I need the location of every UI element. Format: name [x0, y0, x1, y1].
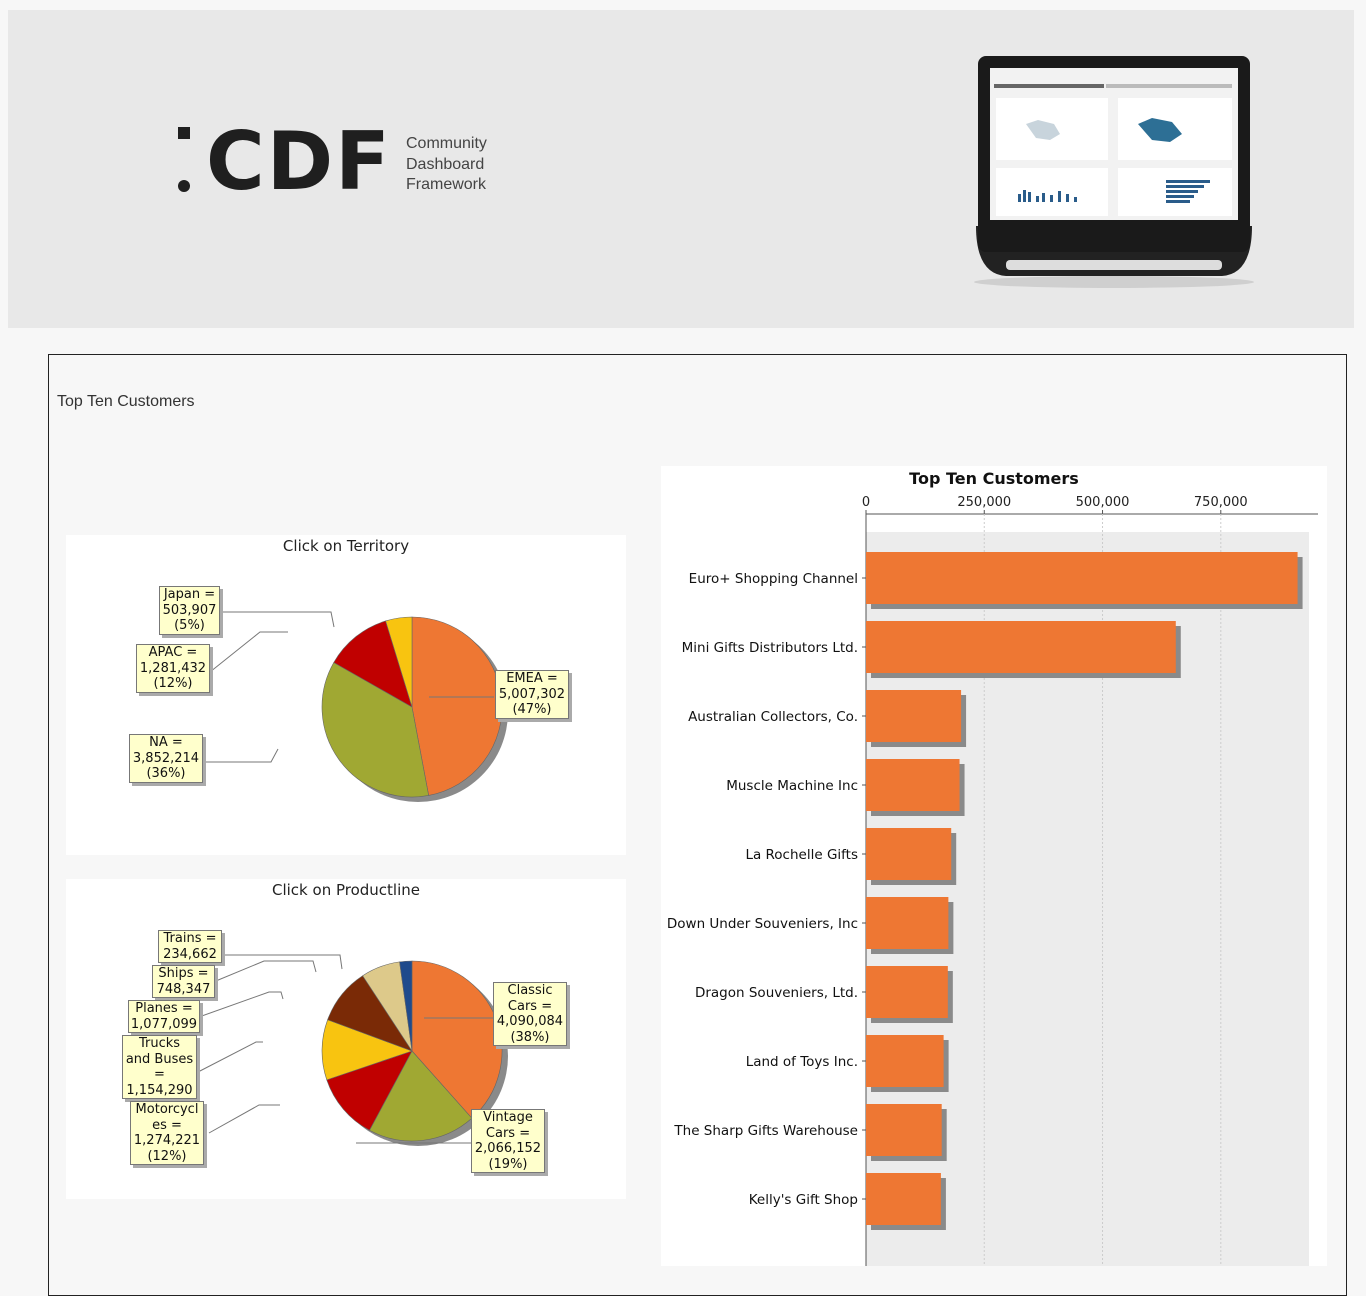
pie-label-trucks-and-buses: Trucks and Buses = 1,154,290	[122, 1035, 197, 1099]
bar-chart-title: Top Ten Customers	[909, 469, 1079, 488]
pie-label-trains: Trains = 234,662	[158, 930, 222, 963]
laptop-illustration-icon	[974, 56, 1254, 288]
bar-mini-gifts-distributors-ltd[interactable]	[866, 621, 1176, 673]
tagline-line: Community	[406, 135, 487, 152]
productline-pie-chart[interactable]	[66, 879, 626, 1199]
header-banner: CDF Community Dashboard Framework	[8, 10, 1354, 328]
pie-label-motorcycles: Motorcycl es = 1,274,221 (12%)	[130, 1101, 204, 1165]
pie-slice-emea[interactable]	[411, 616, 503, 796]
x-tick-label: 500,000	[1076, 495, 1130, 510]
y-tick-label: Kelly's Gift Shop	[749, 1192, 858, 1208]
bar-la-rochelle-gifts[interactable]	[866, 828, 952, 880]
pie-slice-motorcycles[interactable]	[326, 1050, 413, 1131]
logo-mark-icon	[176, 122, 196, 202]
y-tick-label: Australian Collectors, Co.	[688, 709, 858, 725]
top-customers-bar-chart[interactable]: Top Ten Customers 0 250,000 500,000 750,000…	[661, 466, 1327, 1266]
pie-label-na: NA = 3,852,214 (36%)	[129, 734, 203, 783]
page-title: Top Ten Customers	[57, 393, 195, 410]
y-tick-label: Euro+ Shopping Channel	[689, 571, 858, 587]
tagline-line: Framework	[406, 176, 487, 193]
y-tick-label: La Rochelle Gifts	[745, 847, 858, 863]
pie-slice-na[interactable]	[321, 662, 429, 798]
x-tick-label: 0	[862, 495, 870, 510]
pie-label-vintage-cars: Vintage Cars = 2,066,152 (19%)	[471, 1109, 545, 1173]
pie-slice-trains[interactable]	[399, 960, 413, 1052]
x-tick-label: 250,000	[957, 495, 1011, 510]
territory-pie-chart[interactable]	[66, 535, 626, 855]
bar-euro-shopping-channel[interactable]	[866, 552, 1298, 604]
bar-australian-collectors-co[interactable]	[866, 690, 962, 742]
territory-chart-panel: Click on Territory Japan = 503,907 (5%) AP…	[66, 535, 626, 855]
pie-slice-japan[interactable]	[385, 616, 413, 708]
y-tick-label: Land of Toys Inc.	[746, 1054, 858, 1070]
y-tick-label: Muscle Machine Inc	[726, 778, 858, 794]
pie-label-ships: Ships = 748,347	[152, 965, 215, 998]
bar-the-sharp-gifts-warehouse[interactable]	[866, 1104, 942, 1156]
productline-chart-panel: Click on Productline Trains = 234,662 Shi…	[66, 879, 626, 1199]
bar-dragon-souveniers-ltd[interactable]	[866, 966, 948, 1018]
bar-down-under-souveniers-inc[interactable]	[866, 897, 949, 949]
y-tick-label: Down Under Souveniers, Inc	[667, 916, 858, 932]
bar-muscle-machine-inc[interactable]	[866, 759, 960, 811]
tagline-line: Dashboard	[406, 155, 485, 173]
pie-label-emea: EMEA = 5,007,302 (47%)	[495, 670, 569, 719]
y-tick-label: The Sharp Gifts Warehouse	[673, 1123, 858, 1139]
bar-kelly-s-gift-shop[interactable]	[866, 1173, 941, 1225]
pie-label-planes: Planes = 1,077,099	[128, 1000, 200, 1033]
territory-chart-title: Click on Territory	[282, 537, 410, 555]
top-customers-chart-panel: Top Ten Customers 0 250,000 500,000 750,000…	[661, 466, 1327, 1266]
pie-slice-vintage-cars[interactable]	[369, 1050, 473, 1142]
pie-label-apac: APAC = 1,281,432 (12%)	[136, 644, 210, 693]
y-tick-label: Mini Gifts Distributors Ltd.	[682, 640, 858, 656]
tagline: Community Dashboard Framework	[406, 134, 487, 196]
productline-chart-title: Click on Productline	[272, 881, 420, 899]
pie-label-classic-cars: Classic Cars = 4,090,084 (38%)	[493, 982, 567, 1046]
logo-text: CDF	[206, 115, 392, 208]
x-tick-label: 750,000	[1194, 495, 1248, 510]
bar-land-of-toys-inc[interactable]	[866, 1035, 944, 1087]
pie-label-japan: Japan = 503,907 (5%)	[159, 586, 220, 635]
pie-slice-apac[interactable]	[333, 620, 413, 708]
y-tick-label: Dragon Souveniers, Ltd.	[695, 985, 858, 1001]
